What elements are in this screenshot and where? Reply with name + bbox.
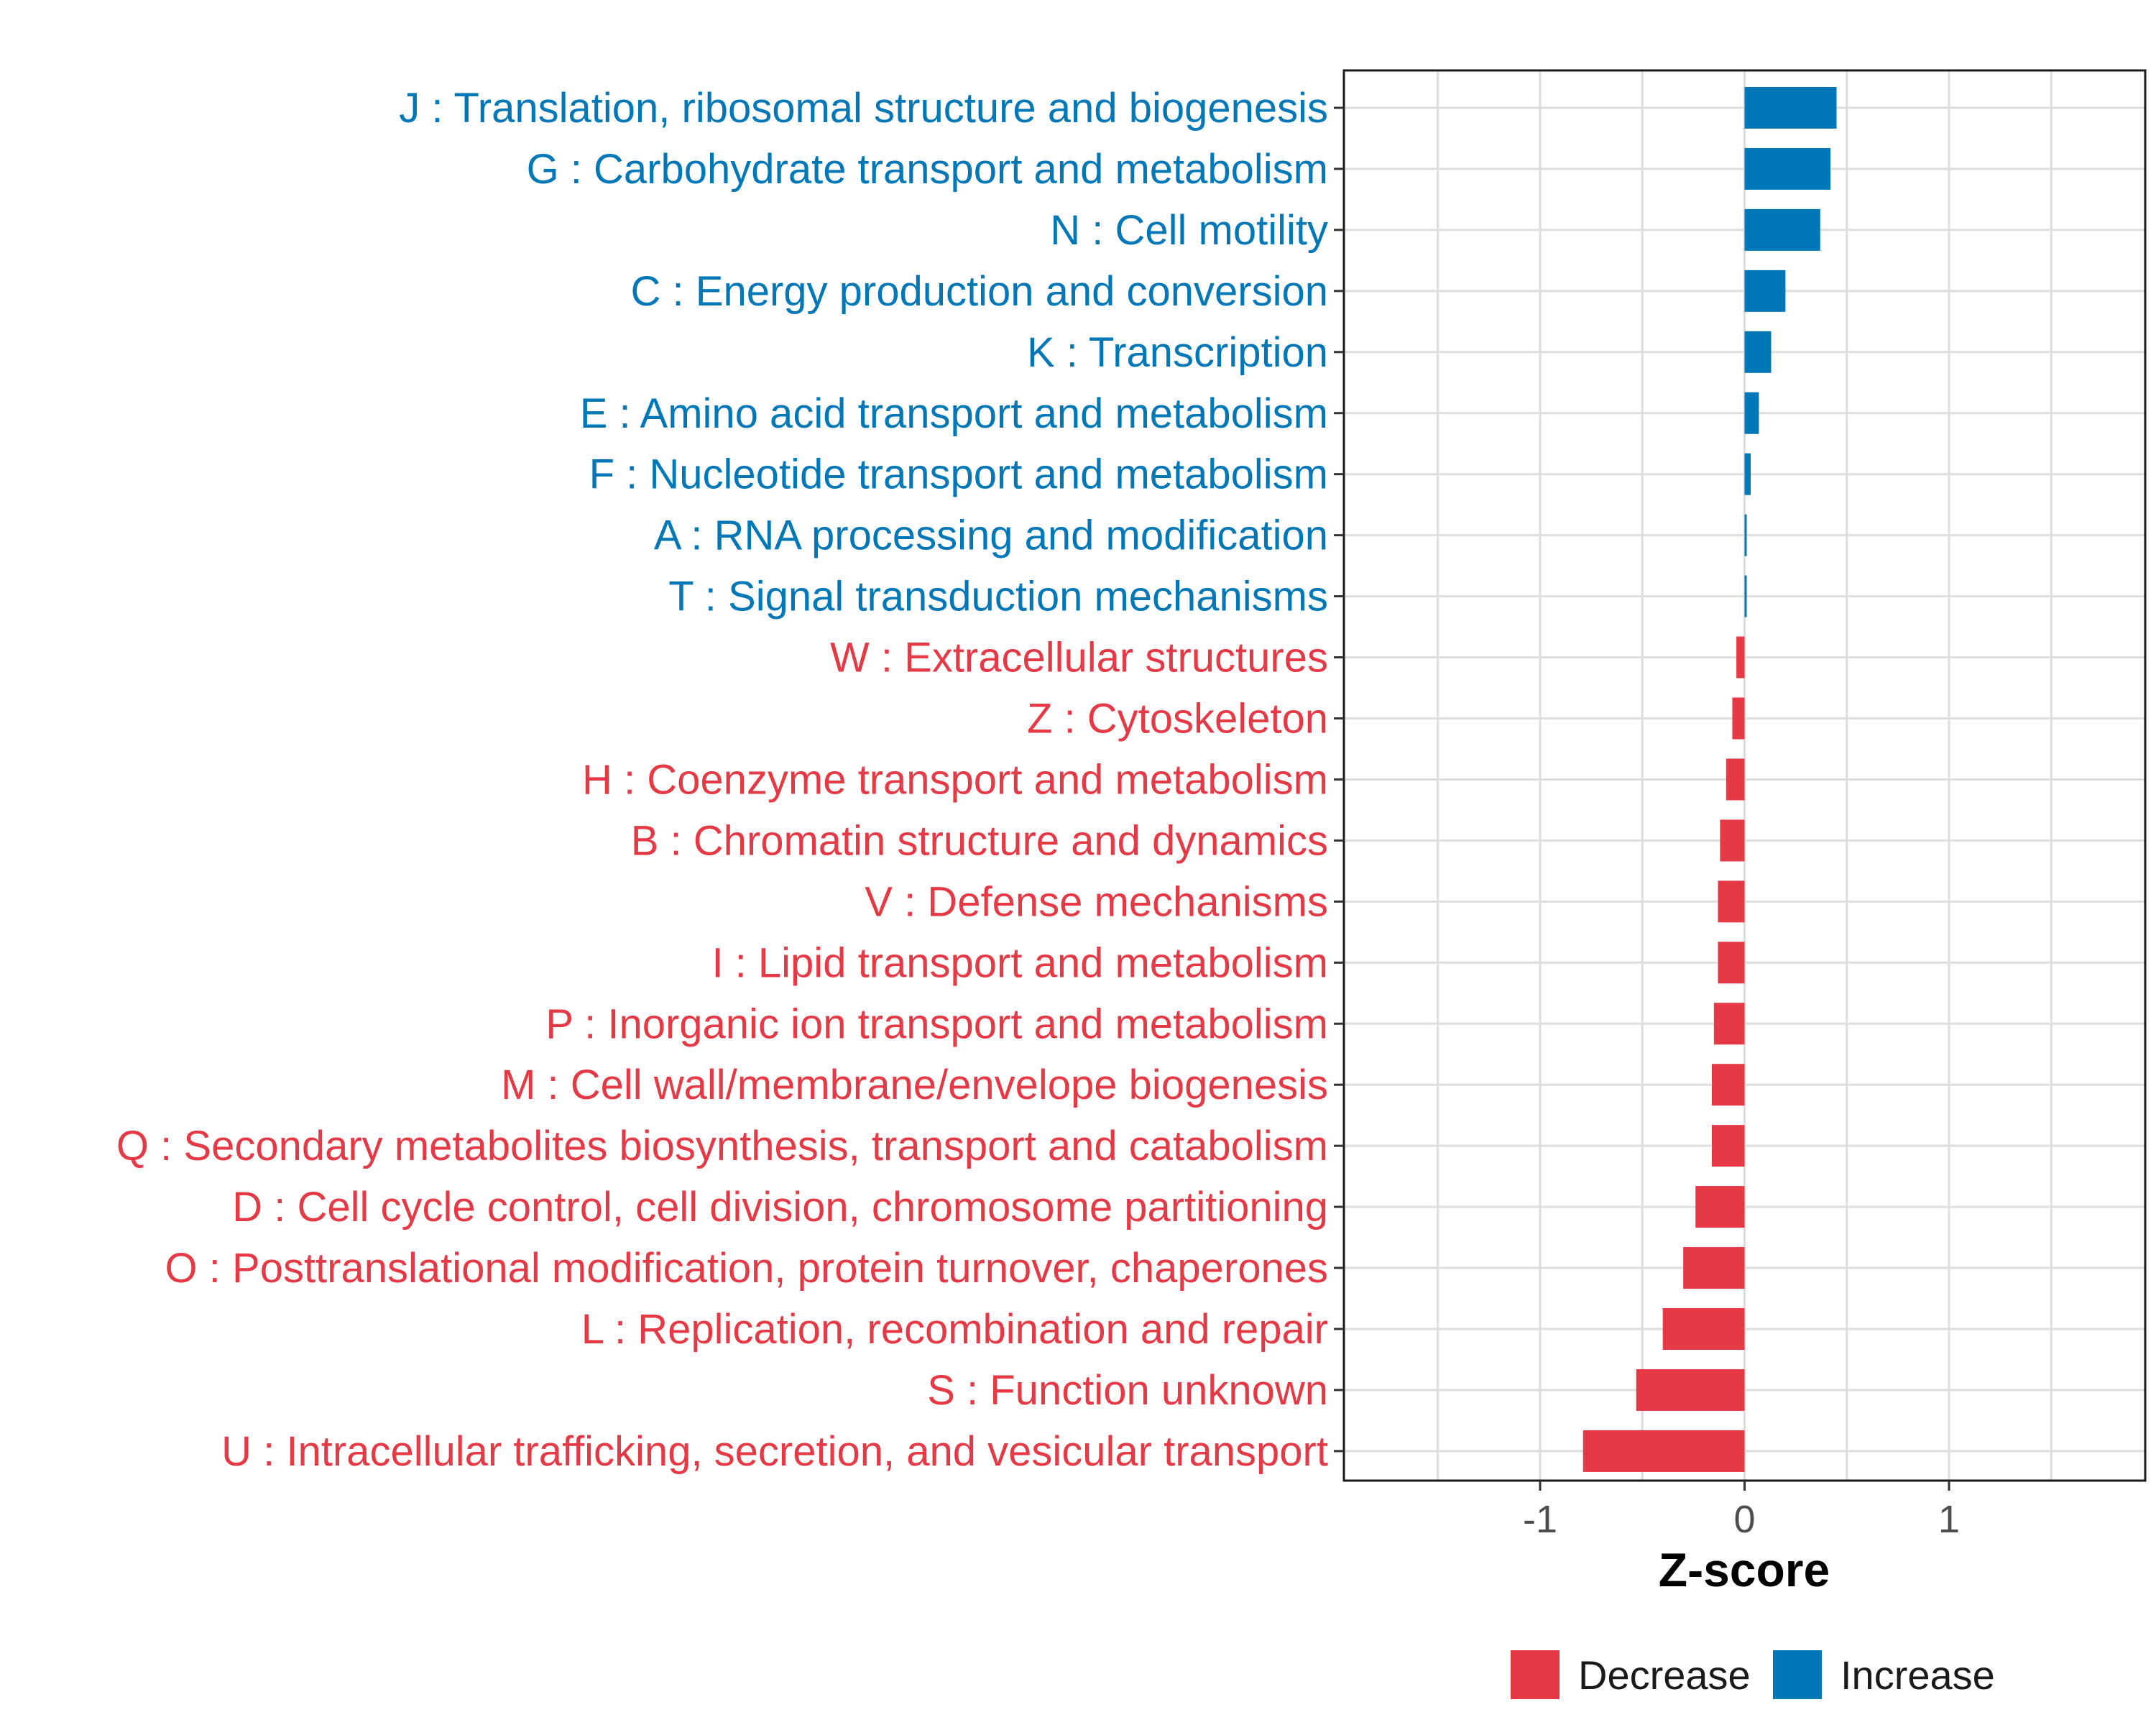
category-label: Z : Cytoskeleton (1027, 696, 1328, 742)
bar-decrease (1662, 1308, 1745, 1350)
category-label: W : Extracellular structures (830, 635, 1328, 681)
x-tick-label: -1 (1523, 1498, 1557, 1541)
bar-increase (1744, 514, 1747, 556)
category-label: Q : Secondary metabolites biosynthesis, … (116, 1123, 1328, 1169)
category-label: J : Translation, ribosomal structure and… (399, 85, 1328, 132)
category-label: E : Amino acid transport and metabolism (580, 390, 1328, 437)
category-label: B : Chromatin structure and dynamics (631, 817, 1328, 864)
category-label: U : Intracellular trafficking, secretion… (221, 1428, 1328, 1475)
bar-increase (1744, 575, 1747, 617)
bar-decrease (1713, 1003, 1745, 1045)
category-labels: J : Translation, ribosomal structure and… (116, 85, 1344, 1475)
bar-decrease (1736, 636, 1745, 678)
x-axis-title: Z-score (1659, 1543, 1830, 1596)
legend-swatch-decrease (1511, 1650, 1560, 1699)
bar-increase (1744, 147, 1830, 190)
category-label: L : Replication, recombination and repai… (581, 1306, 1328, 1353)
bar-increase (1744, 392, 1759, 434)
category-label: P : Inorganic ion transport and metaboli… (545, 1000, 1328, 1047)
bar-decrease (1711, 1125, 1745, 1167)
x-tick-label: 0 (1733, 1498, 1755, 1541)
legend: Decrease Increase (1511, 1650, 1995, 1699)
category-label: G : Carbohydrate transport and metabolis… (527, 146, 1328, 193)
bar-decrease (1718, 880, 1745, 923)
bar-decrease (1711, 1064, 1745, 1106)
category-label: D : Cell cycle control, cell division, c… (232, 1184, 1328, 1230)
bar-increase (1744, 331, 1772, 373)
x-tick-label: 1 (1938, 1498, 1960, 1541)
category-label: H : Coenzyme transport and metabolism (582, 756, 1328, 803)
plot-area (1342, 69, 2147, 1482)
bar-decrease (1695, 1186, 1745, 1228)
category-label: N : Cell motility (1050, 207, 1328, 254)
bar-decrease (1718, 942, 1745, 984)
category-label: T : Signal transduction mechanisms (668, 574, 1328, 620)
legend-swatch-increase (1773, 1650, 1822, 1699)
bar-decrease (1732, 697, 1745, 740)
category-label: K : Transcription (1027, 329, 1328, 376)
category-label: V : Defense mechanisms (865, 878, 1328, 925)
category-label: S : Function unknown (927, 1367, 1328, 1414)
category-label: O : Posttranslational modification, prot… (165, 1245, 1328, 1292)
category-label: C : Energy production and conversion (631, 268, 1328, 315)
bar-increase (1744, 453, 1751, 495)
bar-decrease (1636, 1368, 1745, 1411)
bar-increase (1744, 208, 1820, 251)
bar-decrease (1583, 1430, 1745, 1472)
bar-increase (1744, 87, 1837, 129)
category-label: A : RNA processing and modification (654, 512, 1328, 559)
legend-label-increase: Increase (1841, 1652, 1995, 1698)
bar-decrease (1683, 1247, 1745, 1289)
category-label: I : Lipid transport and metabolism (711, 939, 1328, 986)
x-axis: Z-score -1 0 1 (1523, 1481, 1960, 1596)
legend-label-decrease: Decrease (1578, 1652, 1751, 1698)
category-label: F : Nucleotide transport and metabolism (589, 451, 1328, 498)
bar-increase (1744, 270, 1786, 312)
bar-decrease (1726, 758, 1745, 801)
category-label: M : Cell wall/membrane/envelope biogenes… (501, 1062, 1328, 1108)
bar-decrease (1720, 819, 1745, 862)
